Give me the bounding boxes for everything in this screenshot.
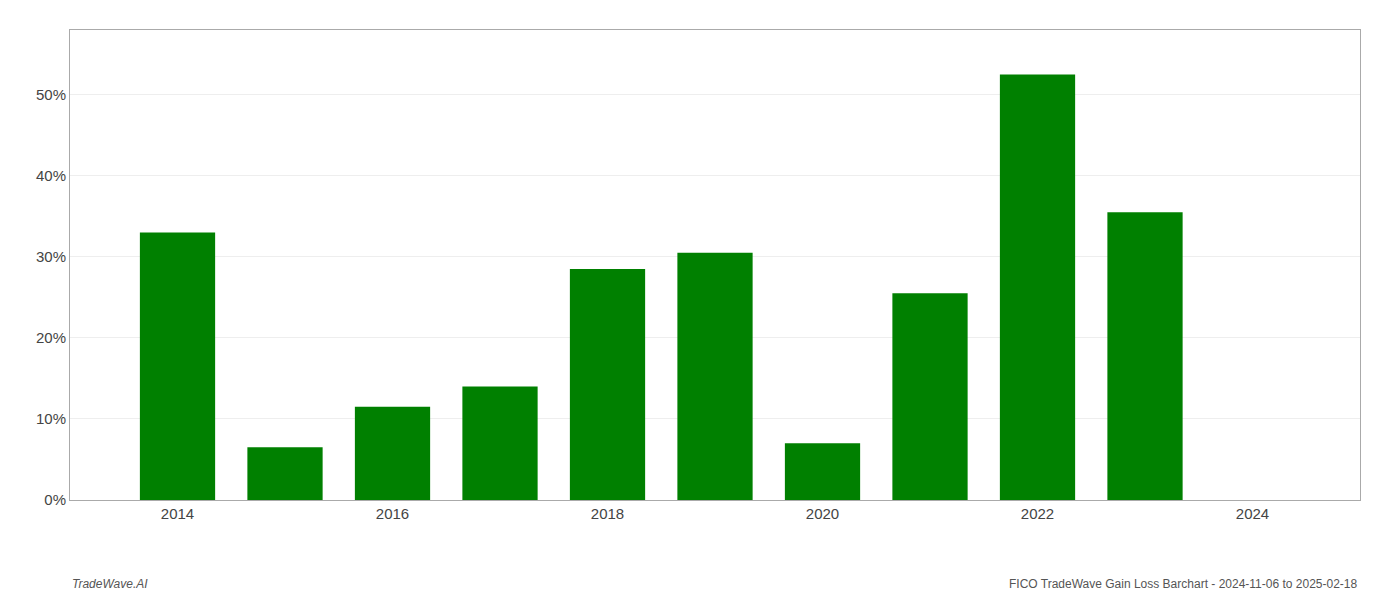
svg-text:0%: 0% — [44, 491, 66, 508]
svg-text:2022: 2022 — [1021, 505, 1054, 522]
svg-text:30%: 30% — [36, 248, 66, 265]
svg-text:50%: 50% — [36, 86, 66, 103]
svg-text:2016: 2016 — [376, 505, 409, 522]
svg-text:2024: 2024 — [1236, 505, 1269, 522]
svg-text:FICO TradeWave Gain Loss Barch: FICO TradeWave Gain Loss Barchart - 2024… — [1009, 577, 1358, 591]
svg-text:40%: 40% — [36, 167, 66, 184]
svg-text:TradeWave.AI: TradeWave.AI — [72, 577, 148, 591]
svg-text:20%: 20% — [36, 329, 66, 346]
svg-text:2018: 2018 — [591, 505, 624, 522]
svg-text:2020: 2020 — [806, 505, 839, 522]
svg-text:2014: 2014 — [161, 505, 194, 522]
svg-text:10%: 10% — [36, 410, 66, 427]
